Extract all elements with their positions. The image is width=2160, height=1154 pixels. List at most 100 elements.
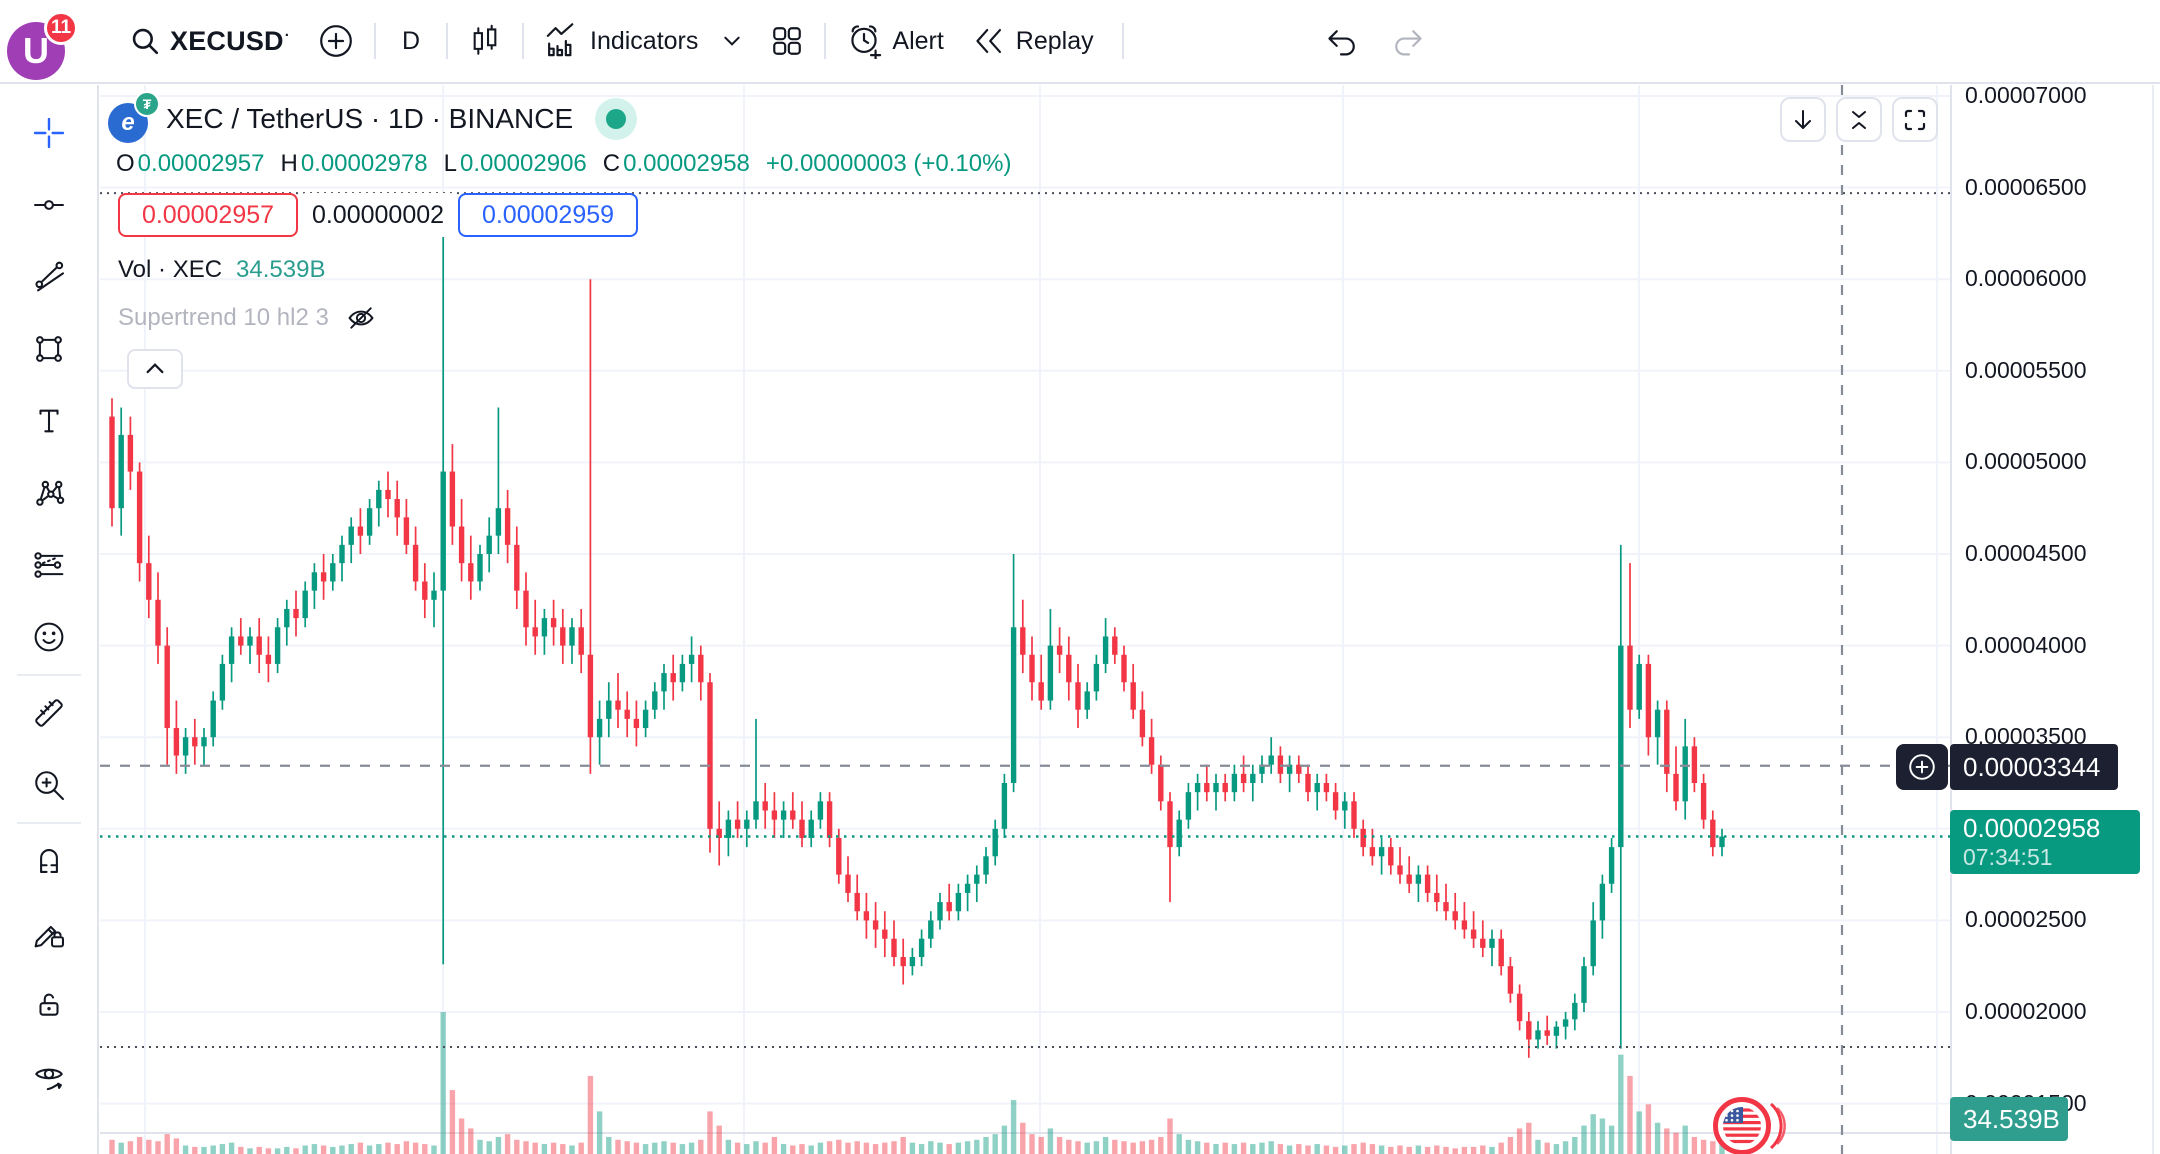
top-toolbar: U 11 XECUSD· D Indi — [0, 0, 2160, 84]
emoji-tool-button[interactable] — [27, 615, 71, 659]
fullscreen-button[interactable] — [1892, 97, 1938, 142]
arrow-down-icon — [1795, 109, 1811, 129]
symbol-title-row[interactable]: e ₮ XEC / TetherUS · 1D · BINANCE — [108, 91, 638, 143]
rewind-icon — [972, 24, 1006, 58]
trend-line-tool-button[interactable] — [27, 183, 71, 227]
toolbar-divider — [824, 23, 827, 59]
symbol-modifier: · — [284, 26, 290, 44]
price-tick-label: 0.00002500 — [1965, 906, 2087, 933]
low-label: L — [443, 150, 457, 177]
layout-templates-button[interactable] — [756, 13, 818, 69]
projection-tool-button[interactable] — [27, 543, 71, 587]
page-right-edge — [2152, 85, 2154, 1154]
sell-price-button[interactable]: 0.00002957 — [118, 193, 298, 237]
indicators-icon — [544, 23, 580, 59]
redo-button[interactable] — [1378, 13, 1440, 69]
toolbar-divider — [16, 674, 81, 676]
trend-line-tool-icon — [33, 200, 64, 210]
text-tool-button[interactable] — [27, 399, 71, 443]
last-price-label: 0.00002958 07:34:51 — [1950, 810, 2140, 874]
price-tick-label: 0.00002000 — [1965, 998, 2087, 1024]
collapse-icon — [1852, 110, 1866, 129]
app-logo[interactable]: U 11 — [4, 9, 79, 80]
volume-row[interactable]: Vol · XEC 34.539B — [118, 256, 325, 284]
lock-all-tool-icon — [38, 993, 59, 1016]
alert-button[interactable]: Alert — [832, 13, 957, 69]
change-value: +0.00000003 (+0.10%) — [765, 150, 1012, 177]
crosshair-tool-icon — [33, 117, 64, 149]
price-axis[interactable]: 0.00007000 0.00006500 0.00006000 0.00005500… — [1950, 82, 2152, 1154]
price-tick-label: 0.00005500 — [1965, 356, 2087, 383]
collapse-pane-button[interactable] — [1836, 97, 1882, 142]
symbol-text: XECUSD· — [170, 25, 290, 56]
symbol-search-button[interactable]: XECUSD· — [116, 13, 304, 69]
price-tick-label: 0.00006000 — [1965, 265, 2087, 292]
coin-logo: e ₮ — [108, 91, 160, 143]
chart-style-button[interactable] — [454, 13, 516, 69]
plus-circle-icon — [318, 23, 354, 59]
crosshair-plus-button[interactable] — [1896, 744, 1948, 790]
fullscreen-icon — [1904, 109, 1926, 130]
hide-drawings-tool-icon — [34, 1068, 63, 1091]
bar-countdown: 07:34:51 — [1963, 843, 2053, 870]
undo-icon — [1324, 24, 1358, 58]
price-tick-label: 0.00005000 — [1965, 448, 2087, 475]
legend-collapse-button[interactable] — [127, 349, 183, 389]
market-open-dot-icon — [606, 109, 627, 129]
compare-add-button[interactable] — [304, 13, 368, 69]
magnet-tool-button[interactable] — [27, 839, 71, 883]
chevron-down-icon — [722, 31, 742, 51]
pattern-tool-icon — [35, 480, 64, 506]
toolbar-divider — [16, 822, 81, 824]
price-tick-label: 0.00006500 — [1965, 173, 2087, 200]
measure-tool-button[interactable] — [27, 691, 71, 735]
indicator-row[interactable]: Supertrend 10 hl2 3 — [118, 302, 377, 334]
toolbar-divider — [446, 23, 448, 59]
volume-value: 34.539B — [236, 256, 326, 283]
pane-buttons — [1780, 97, 1938, 142]
hide-drawings-tool-button[interactable] — [27, 1055, 71, 1099]
open-value: 0.00002957 — [137, 150, 265, 177]
price-tick-label: 0.00007000 — [1965, 82, 2087, 108]
eye-off-icon[interactable] — [345, 302, 377, 334]
grid-layout-icon — [770, 24, 804, 58]
toolbar-divider — [1121, 23, 1124, 59]
drawing-mode-tool-button[interactable] — [27, 911, 71, 955]
market-status[interactable] — [595, 98, 638, 140]
interval-button[interactable]: D — [401, 26, 420, 55]
indicators-button[interactable]: Indicators — [530, 13, 756, 69]
candles-layer — [109, 205, 1725, 1058]
alarm-plus-icon — [846, 23, 882, 59]
plus-circle-icon — [1909, 754, 1935, 780]
replay-button[interactable]: Replay — [958, 13, 1108, 69]
close-value: 0.00002958 — [623, 150, 750, 177]
crosshair-tool-button[interactable] — [27, 111, 71, 155]
zoom-in-tool-icon — [34, 771, 64, 800]
projection-tool-icon — [33, 552, 63, 578]
emoji-tool-icon — [34, 622, 63, 652]
buy-price-button[interactable]: 0.00002959 — [458, 193, 638, 237]
last-price-value: 0.00002958 — [1963, 812, 2101, 843]
lock-all-tool-button[interactable] — [27, 983, 71, 1027]
zoom-in-tool-button[interactable] — [27, 763, 71, 807]
search-icon — [130, 26, 160, 56]
bid-ask-row: 0.00002957 0.00000002 0.00002959 — [118, 193, 638, 237]
parallel-channel-tool-button[interactable] — [27, 255, 71, 299]
high-label: H — [280, 150, 298, 177]
symbol-description: XEC / TetherUS · 1D · BINANCE — [166, 103, 574, 134]
toolbar-divider — [522, 23, 524, 59]
scroll-down-button[interactable] — [1780, 97, 1826, 142]
magnet-tool-icon — [39, 849, 58, 873]
ecash-logo-icon: e — [108, 103, 148, 143]
undo-button[interactable] — [1310, 13, 1372, 69]
volume-axis-label: 34.539B — [1950, 1097, 2068, 1141]
close-label: C — [602, 150, 621, 177]
volume-layer — [109, 1012, 1725, 1154]
low-value: 0.00002906 — [459, 150, 587, 177]
shapes-tool-button[interactable] — [27, 327, 71, 371]
parallel-channel-tool-icon — [34, 261, 64, 292]
pattern-tool-button[interactable] — [27, 471, 71, 515]
us-flag-marker-icon[interactable] — [1713, 1097, 1786, 1154]
